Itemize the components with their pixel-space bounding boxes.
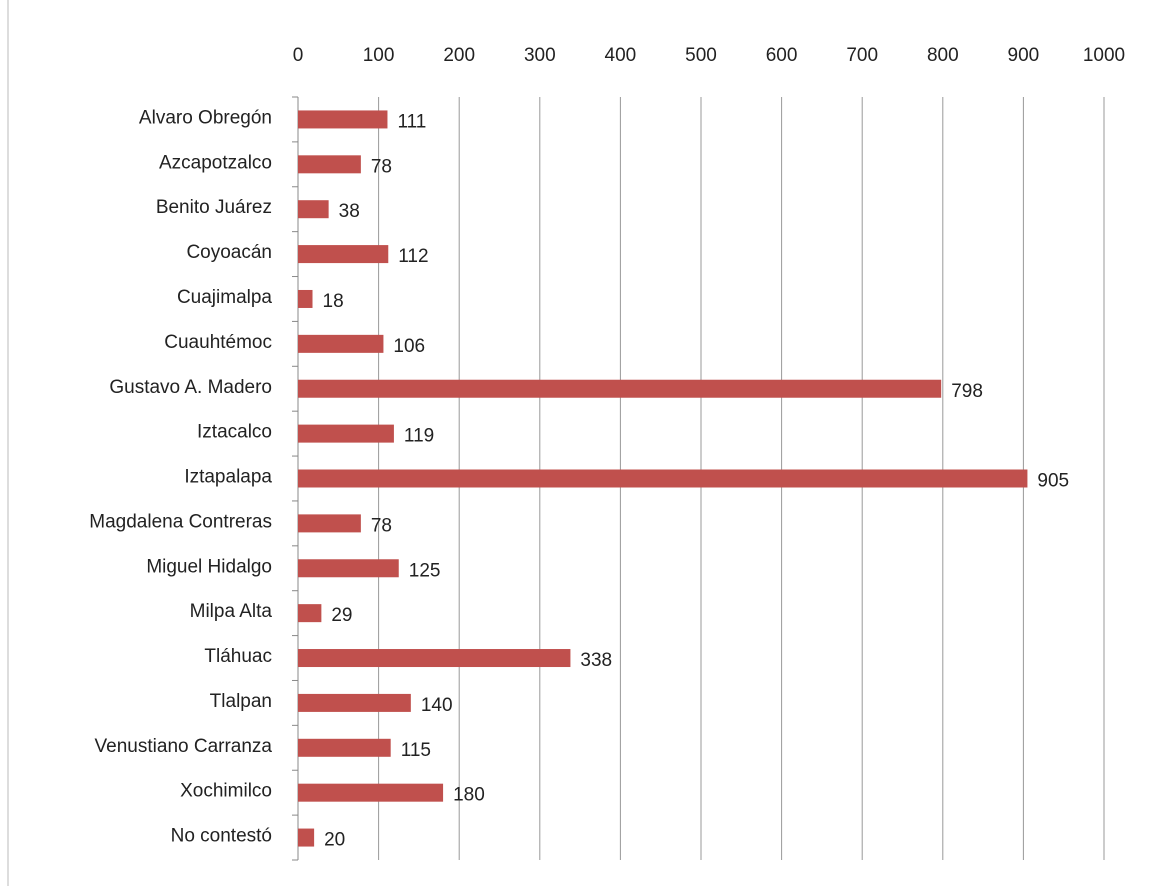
data-label: 180 (453, 785, 485, 806)
data-label: 20 (324, 830, 345, 851)
bar (298, 514, 361, 533)
y-tick-label: Milpa Alta (190, 601, 273, 622)
bar (298, 738, 391, 757)
x-tick-label: 0 (293, 45, 304, 66)
y-tick-label: Miguel Hidalgo (146, 556, 272, 577)
bar (298, 155, 361, 174)
data-label: 111 (397, 111, 426, 132)
data-label: 119 (404, 426, 434, 447)
bar (298, 424, 394, 443)
bar (298, 559, 399, 578)
x-tick-label: 300 (524, 45, 556, 66)
x-tick-label: 500 (685, 45, 717, 66)
bar (298, 110, 388, 129)
bar (298, 649, 571, 668)
data-label: 38 (339, 201, 360, 222)
y-tick-label: Alvaro Obregón (139, 107, 272, 128)
y-tick-label: Gustavo A. Madero (109, 377, 272, 398)
x-tick-label: 200 (443, 45, 475, 66)
y-tick-label: Cuajimalpa (177, 287, 272, 308)
bar (298, 783, 444, 802)
data-label: 78 (371, 515, 392, 536)
y-tick-label: Tlalpan (210, 691, 272, 712)
x-tick-label: 1000 (1083, 45, 1125, 66)
data-label: 78 (371, 156, 392, 177)
bar (298, 828, 315, 847)
x-tick-label: 700 (846, 45, 878, 66)
bar (298, 289, 313, 308)
bar (298, 334, 384, 353)
data-label: 140 (421, 695, 453, 716)
y-tick-label: Venustiano Carranza (95, 736, 273, 757)
y-tick-label: Tláhuac (204, 646, 272, 667)
bar (298, 604, 322, 623)
y-tick-label: Azcapotzalco (159, 152, 272, 173)
y-tick-label: No contestó (171, 826, 272, 847)
data-label: 112 (398, 246, 428, 267)
bar (298, 379, 942, 398)
y-tick-label: Iztapalapa (184, 467, 272, 488)
data-label: 29 (331, 605, 352, 626)
data-label: 115 (401, 740, 431, 761)
y-tick-label: Cuauhtémoc (164, 332, 272, 353)
y-tick-label: Iztacalco (197, 422, 272, 443)
data-label: 798 (951, 381, 983, 402)
bar (298, 693, 411, 712)
x-tick-label: 900 (1008, 45, 1040, 66)
y-tick-label: Benito Juárez (156, 197, 272, 218)
data-label: 905 (1037, 471, 1069, 492)
bar (298, 245, 389, 264)
x-tick-label: 800 (927, 45, 959, 66)
y-tick-label: Coyoacán (186, 242, 272, 263)
data-label: 338 (580, 650, 612, 671)
y-tick-label: Magdalena Contreras (89, 511, 272, 532)
data-label: 106 (393, 336, 425, 357)
data-label: 18 (323, 291, 344, 312)
x-tick-label: 100 (363, 45, 395, 66)
x-tick-label: 600 (766, 45, 798, 66)
bar (298, 200, 329, 219)
x-tick-label: 400 (605, 45, 637, 66)
data-label: 125 (409, 560, 441, 581)
y-tick-label: Xochimilco (180, 781, 272, 802)
bar (298, 469, 1028, 488)
